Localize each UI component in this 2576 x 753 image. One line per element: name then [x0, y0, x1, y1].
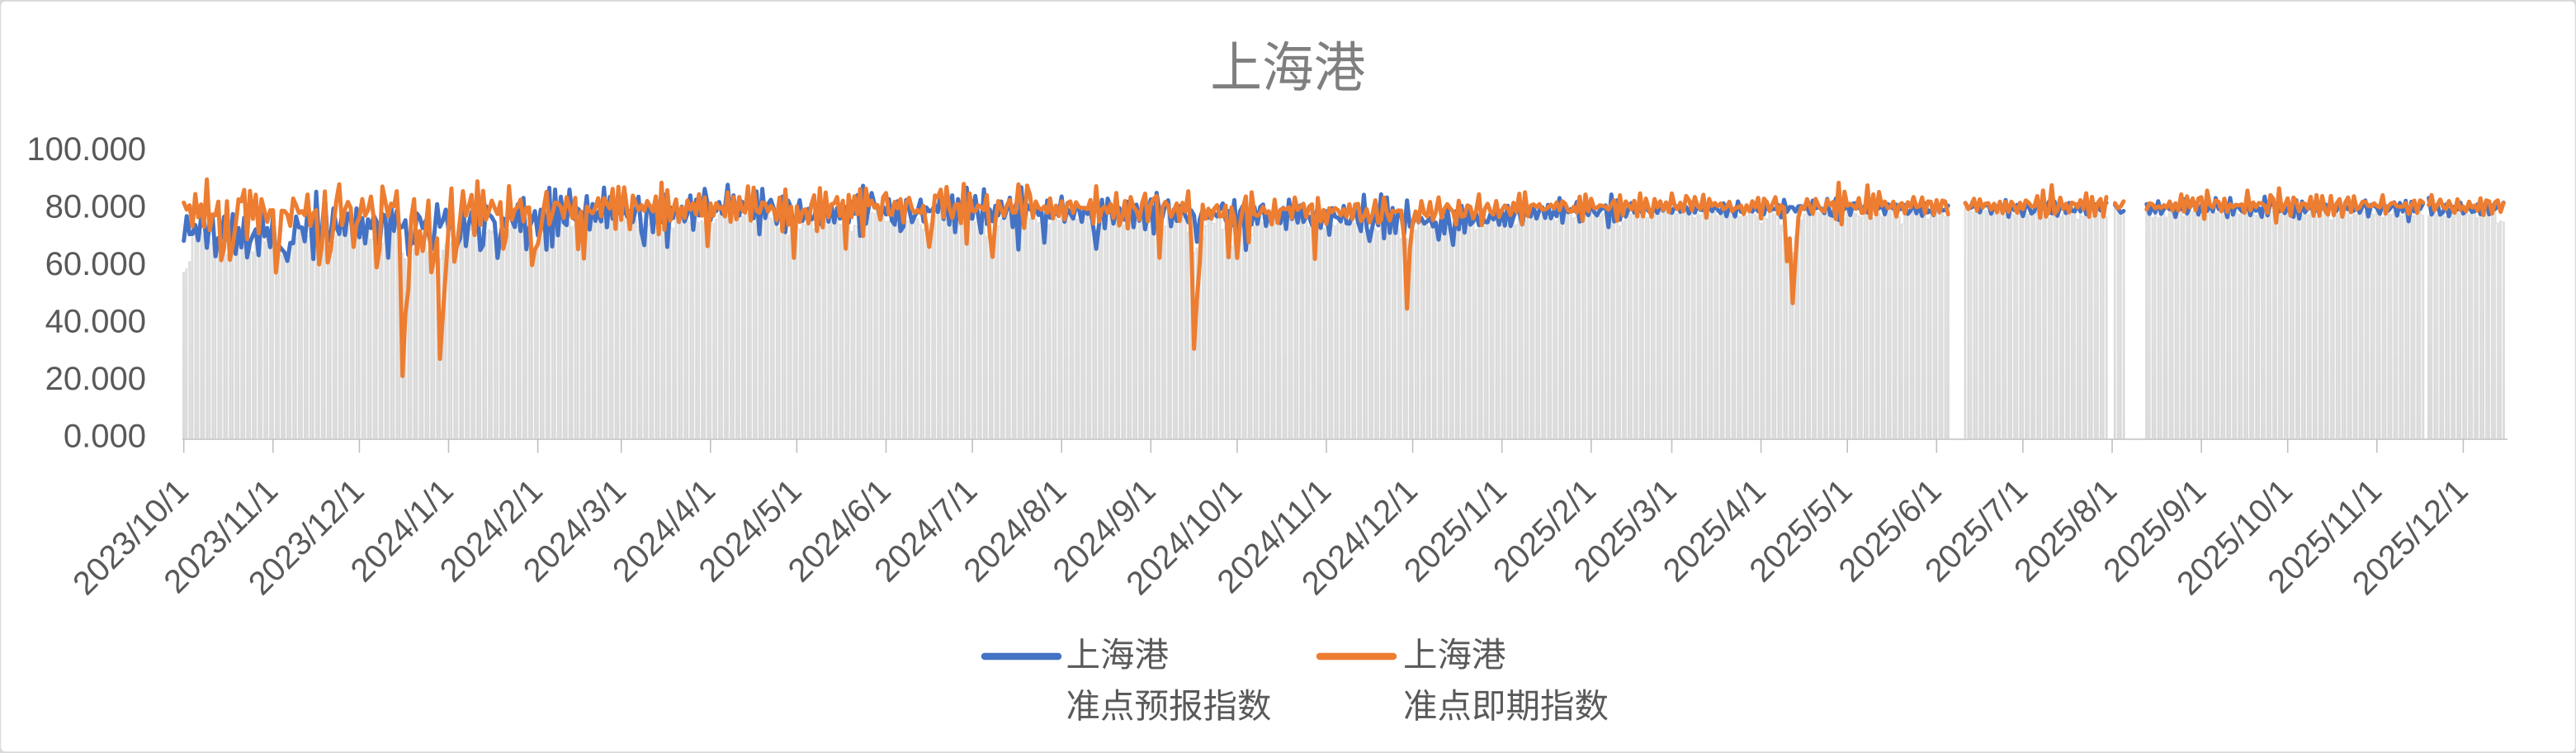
svg-text:20.000: 20.000 [45, 361, 146, 397]
svg-text:80.000: 80.000 [45, 189, 146, 225]
svg-text:0.000: 0.000 [64, 419, 146, 455]
svg-text:60.000: 60.000 [45, 246, 146, 282]
svg-text:100.000: 100.000 [26, 131, 146, 168]
svg-text:40.000: 40.000 [45, 304, 146, 340]
